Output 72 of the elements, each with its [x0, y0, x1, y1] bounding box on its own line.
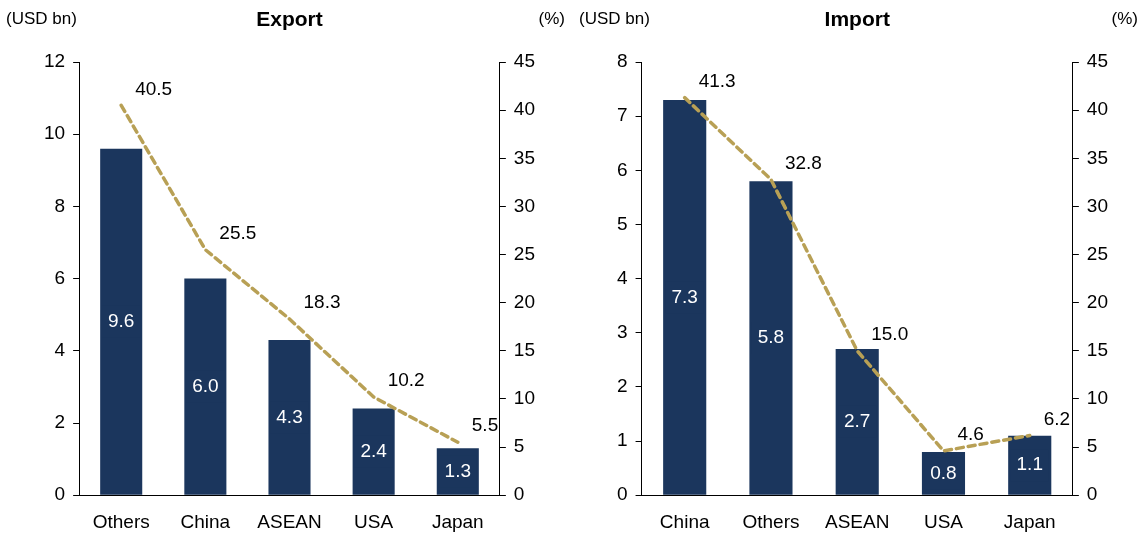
y-tick-label: 0: [616, 483, 628, 505]
x-tick-label: Japan: [431, 510, 484, 532]
y2-tick-label: 20: [1086, 290, 1109, 312]
y-tick-label: 6: [54, 266, 66, 288]
data-label: 9.6: [108, 309, 135, 331]
y-tick-label: 4: [616, 266, 628, 288]
x-tick-label: Japan: [1003, 510, 1056, 532]
data-label: 5.5: [471, 414, 499, 436]
data-label: 41.3: [698, 69, 736, 91]
y2-tick-label: 25: [1086, 242, 1109, 264]
x-tick-label: Others: [92, 510, 150, 532]
y-tick-label: 8: [616, 50, 628, 72]
y-tick-label: 4: [54, 339, 66, 361]
y2-tick-label: 15: [513, 339, 536, 361]
y-tick-label: 12: [43, 50, 66, 72]
y2-tick-label: 30: [1086, 194, 1109, 216]
x-tick-label: China: [180, 510, 231, 532]
data-label: 4.6: [957, 423, 984, 445]
x-tick-label: USA: [923, 510, 964, 532]
y2-axis-title: (%): [538, 9, 565, 28]
y-tick-label: 2: [54, 411, 66, 433]
data-label: 2.7: [844, 410, 871, 432]
chart-title: Import: [824, 7, 890, 30]
y2-tick-label: 20: [513, 290, 536, 312]
data-label: 40.5: [135, 77, 173, 99]
y-tick-label: 6: [616, 158, 628, 180]
y-axis-title: (USD bn): [579, 9, 650, 28]
y2-tick-label: 45: [1086, 50, 1109, 72]
y2-tick-label: 40: [513, 98, 536, 120]
chart-title: Export: [256, 7, 323, 30]
y2-axis-title: (%): [1111, 9, 1138, 28]
y-tick-label: 8: [54, 194, 66, 216]
y2-tick-label: 0: [1086, 483, 1098, 505]
y-tick-label: 2: [616, 375, 628, 397]
y-tick-label: 1: [616, 429, 628, 451]
data-label: 10.2: [387, 369, 425, 391]
x-tick-label: China: [659, 510, 710, 532]
y-tick-label: 10: [43, 122, 66, 144]
y-tick-label: 7: [616, 104, 628, 126]
data-label: 4.3: [276, 405, 303, 427]
y2-tick-label: 15: [1086, 339, 1109, 361]
y2-tick-label: 45: [513, 50, 536, 72]
data-label: 2.4: [360, 439, 388, 461]
data-label: 32.8: [784, 151, 822, 173]
data-label: 7.3: [671, 285, 698, 307]
data-label: 15.0: [871, 323, 909, 345]
y2-tick-label: 5: [1086, 435, 1098, 457]
y2-tick-label: 40: [1086, 98, 1109, 120]
x-tick-label: ASEAN: [257, 510, 322, 532]
y2-tick-label: 10: [1086, 387, 1109, 409]
data-label: 5.8: [757, 326, 785, 348]
y2-tick-label: 35: [513, 146, 536, 168]
y2-tick-label: 25: [513, 242, 536, 264]
y-tick-label: 0: [54, 483, 66, 505]
data-label: 6.0: [192, 374, 219, 396]
data-label: 18.3: [303, 291, 341, 313]
y2-tick-label: 0: [513, 483, 525, 505]
data-label: 0.8: [930, 461, 957, 483]
y-tick-label: 3: [616, 320, 628, 342]
x-tick-label: USA: [354, 510, 394, 532]
data-label: 6.2: [1043, 407, 1071, 429]
data-label: 25.5: [219, 221, 257, 243]
y2-tick-label: 35: [1086, 146, 1109, 168]
y2-tick-label: 5: [513, 435, 525, 457]
data-label: 1.1: [1016, 453, 1043, 475]
data-label: 1.3: [444, 459, 471, 481]
x-tick-label: ASEAN: [825, 510, 890, 532]
y2-tick-label: 10: [513, 387, 536, 409]
y-tick-label: 5: [616, 212, 628, 234]
y2-tick-label: 30: [513, 194, 536, 216]
y-axis-title: (USD bn): [6, 9, 77, 28]
x-tick-label: Others: [742, 510, 800, 532]
